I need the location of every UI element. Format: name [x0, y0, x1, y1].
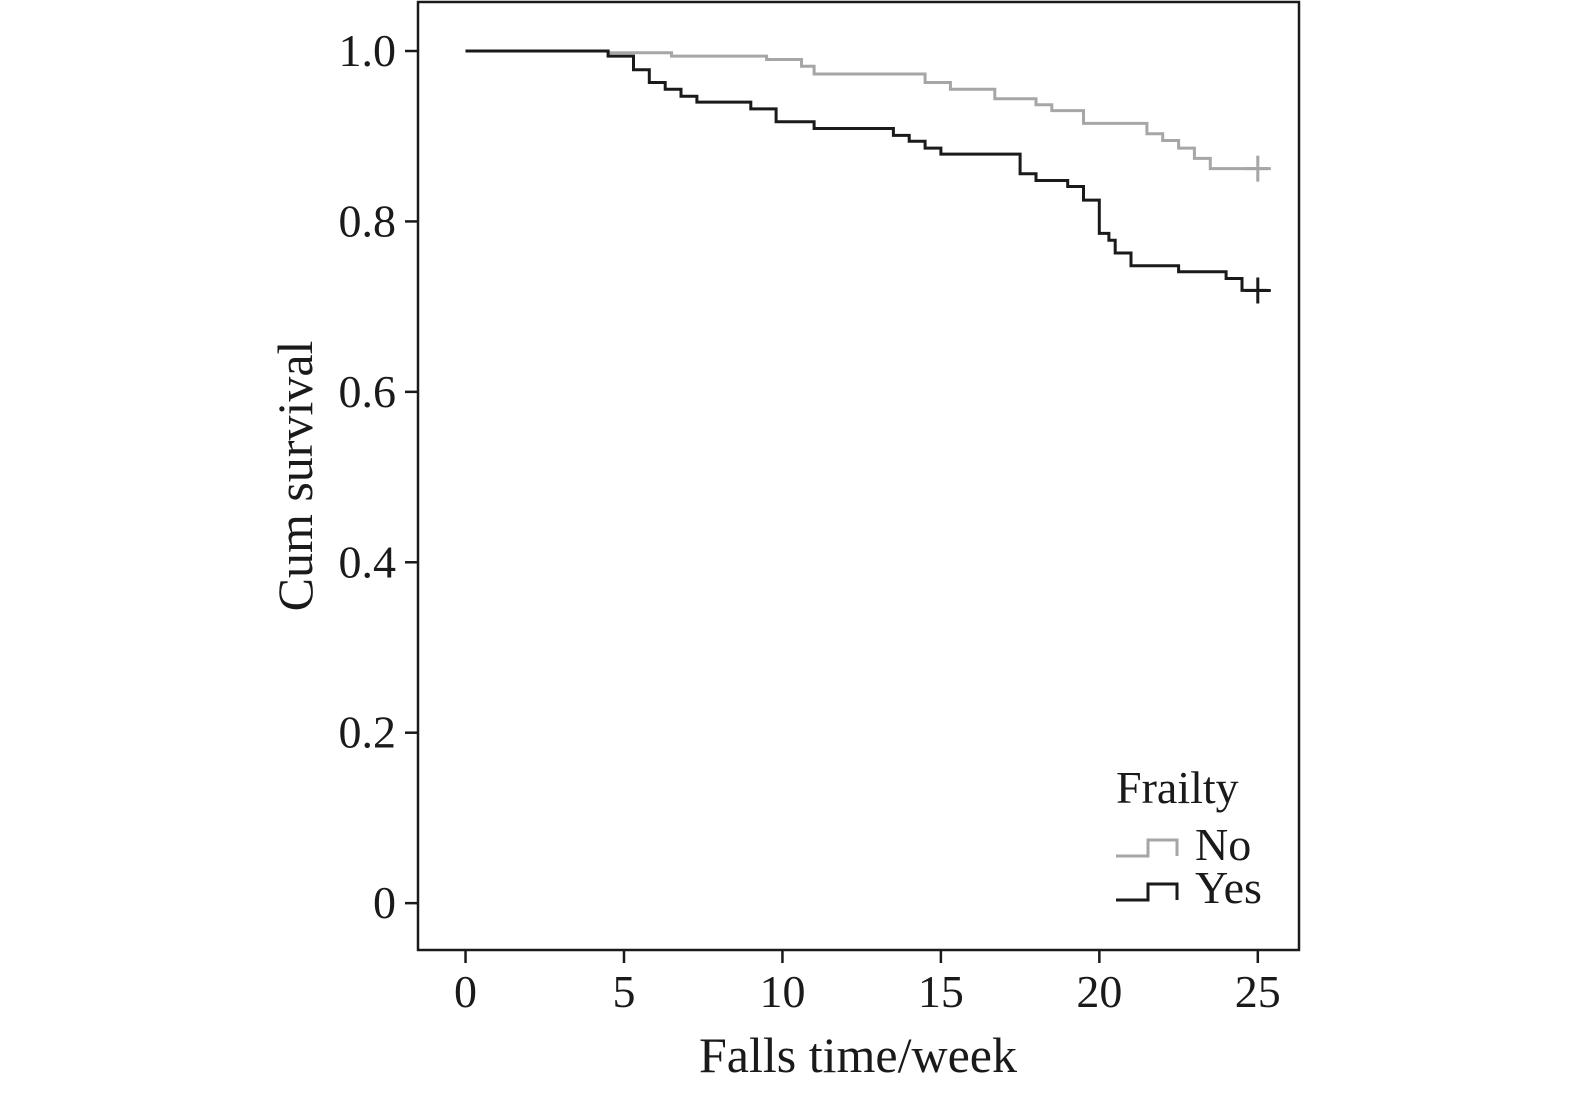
y-tick-label: 0	[373, 877, 396, 928]
censor-mark-yes	[1244, 277, 1271, 304]
legend-title: Frailty	[1116, 762, 1239, 813]
y-axis-ticks: 0 0.2 0.4 0.6 0.8 1.0	[339, 25, 418, 928]
legend: Frailty No Yes	[1116, 762, 1262, 913]
x-tick-label: 20	[1076, 966, 1122, 1017]
x-axis-ticks: 0 5 10 15 20 25	[454, 950, 1281, 1017]
censor-marks	[1244, 155, 1271, 304]
y-axis-title: Cum survival	[267, 341, 323, 612]
censor-mark-no	[1244, 155, 1271, 182]
plot-frame	[416, 0, 1301, 952]
x-tick-label: 10	[759, 966, 805, 1017]
survival-curve-yes	[465, 49, 1268, 292]
legend-swatch-no	[1116, 838, 1179, 858]
y-tick-label: 0.2	[339, 707, 397, 758]
x-tick-label: 25	[1235, 966, 1281, 1017]
x-axis-title: Falls time/week	[699, 1027, 1017, 1083]
x-tick-label: 15	[918, 966, 964, 1017]
y-tick-label: 1.0	[339, 25, 397, 76]
x-tick-label: 5	[612, 966, 635, 1017]
y-tick-label: 0.8	[339, 195, 397, 246]
legend-label-yes: Yes	[1195, 862, 1262, 913]
survival-curve-no	[465, 49, 1268, 171]
legend-swatch-yes	[1116, 882, 1179, 902]
legend-label-no: No	[1195, 819, 1251, 870]
survival-curves	[465, 49, 1268, 292]
y-tick-label: 0.6	[339, 366, 397, 417]
y-tick-label: 0.4	[339, 536, 397, 587]
x-tick-label: 0	[454, 966, 477, 1017]
